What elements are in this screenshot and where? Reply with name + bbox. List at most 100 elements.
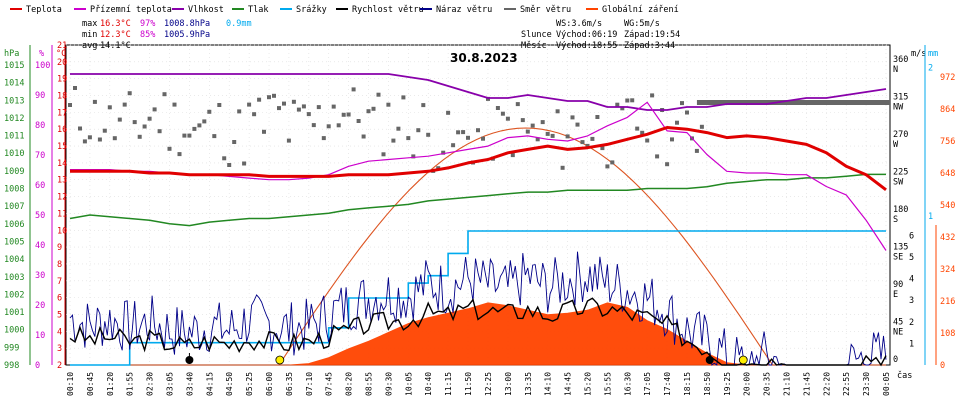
wind-direction-point [306,112,311,117]
legend-label: Srážky [296,5,327,15]
x-tick-label: 13:35 [524,372,533,396]
axis-wind-dir-tick: 225 [893,168,908,178]
axis-pressure-tick: 1010 [4,149,24,159]
stats-min-press: 1005.9hPa [164,30,210,40]
wind-direction-point [451,143,456,148]
x-tick-label: 01:20 [106,372,115,396]
legend-label: Globální záření [602,5,679,15]
legend-label: Teplota [26,5,62,15]
axis-temperature-tick: 8 [57,260,62,270]
axis-rain-tick: 1 [928,212,933,222]
wind-direction-point [197,123,202,128]
wind-direction-point [277,106,281,111]
wind-direction-point [217,103,222,107]
stats-max-press: 1008.8hPa [164,19,210,29]
axis-pressure-tick: 1012 [4,114,24,124]
axis-wind-dir-tick: SE [893,253,903,263]
wind-direction-point [421,103,426,108]
wind-direction-point [456,130,461,135]
x-tick-label: 20:00 [743,372,752,396]
x-tick-label: 17:05 [643,372,652,396]
wind-direction-point [68,103,72,107]
axis-radiation-tick: 216 [940,297,955,307]
axis-temperature-tick: 17 [57,108,67,118]
axis-wind-speed-tick: 3 [909,296,914,306]
x-tick-label: 18:50 [703,372,712,396]
legend-label: Přízemní teplota [90,5,172,15]
x-tick-label: 18:15 [683,372,692,396]
x-tick-label: 10:05 [404,372,413,396]
axis-radiation-tick: 108 [940,329,955,339]
wind-direction-point [396,126,401,131]
stats-max-temp: 16.3°C [100,19,131,29]
axis-wind-dir-unit: m/s [911,49,926,59]
wind-direction-point [560,165,565,170]
wind-direction-point [336,123,341,128]
axis-pressure-tick: 1013 [4,96,24,106]
stats-moon-label: Měsíc [521,41,547,51]
axis-radiation-tick: 432 [940,233,955,243]
x-tick-label: 07:45 [325,372,334,396]
axis-rain-unit: mm [928,49,938,59]
stats-max-label: max [82,19,97,29]
wind-direction-point [545,131,550,136]
x-tick-label: 22:55 [842,372,851,396]
x-tick-label: 06:35 [285,372,294,396]
wind-direction-point [242,161,247,166]
wind-direction-point [575,122,580,127]
x-tick-label: 11:15 [444,372,453,396]
legend-label: Náraz větru [436,5,492,15]
axis-humidity-tick: 100 [35,61,50,71]
x-tick-label: 03:40 [185,372,194,396]
wind-direction-point [326,124,331,129]
x-tick-label: 07:10 [305,372,314,396]
wind-direction-point [665,162,670,167]
wind-direction-point [630,98,635,103]
axis-wind-dir-tick: E [893,290,898,300]
series-wind-speed [69,297,887,367]
x-tick-label: 05:25 [245,372,254,396]
wind-direction-point [78,126,82,131]
wind-direction-point [316,105,321,110]
wind-direction-point [157,129,162,134]
wind-direction-point [73,86,77,90]
wind-direction-point [406,136,411,141]
wind-direction-point [162,92,167,97]
legend-item: Globální záření [586,5,679,15]
x-tick-label: 12:25 [484,372,493,396]
sun-marker [275,355,285,365]
axis-humidity-tick: 20 [35,301,45,311]
wind-direction-point [331,104,336,109]
wind-direction-point [525,129,530,134]
axis-radiation-tick: 648 [940,169,955,179]
axis-radiation-tick: 0 [940,361,945,371]
x-tick-label: 08:20 [345,372,354,396]
axis-temperature-tick: 3 [57,344,62,354]
axis-radiation-tick: 864 [940,105,955,115]
axis-pressure-tick: 1009 [4,167,24,177]
sun-marker [738,355,748,365]
axis-radiation-tick: 756 [940,137,955,147]
wind-direction-point [381,152,386,157]
axis-humidity-tick: 80 [35,121,45,131]
stats-ws: WS:3.6m/s [556,19,602,29]
x-tick-label: 23:30 [862,372,871,396]
x-tick-label: 00:05 [882,372,891,396]
x-tick-label: 17:40 [663,372,672,396]
wind-direction-point [605,164,610,169]
axis-wind-dir-tick: 180 [893,205,908,215]
wind-direction-point [466,135,470,140]
axis-pressure-tick: 1005 [4,238,24,248]
wind-direction-point [202,119,207,124]
axis-wind-dir-tick: NE [893,328,903,338]
wind-direction-point [461,130,466,135]
x-tick-label: 04:15 [205,372,214,396]
wind-direction-point [117,117,122,122]
axis-rain-tick: 2 [928,63,933,73]
legend-item: Teplota [10,5,62,15]
axis-humidity-tick: 10 [35,331,45,341]
wind-direction-point [182,133,187,138]
wind-direction-point [82,139,87,144]
stats-rain: 0.9mm [226,19,252,29]
